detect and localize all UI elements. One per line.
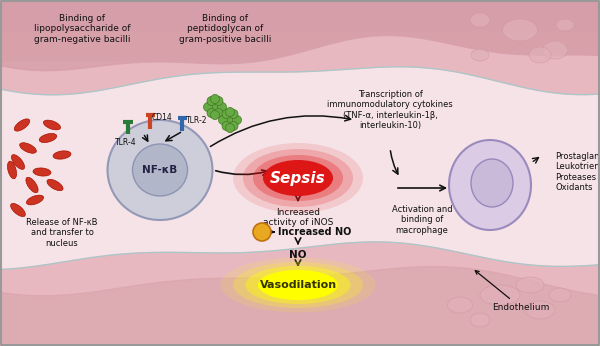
Circle shape xyxy=(226,124,235,133)
Circle shape xyxy=(218,116,227,125)
Text: TLR-2: TLR-2 xyxy=(186,116,208,125)
Ellipse shape xyxy=(53,151,71,159)
Ellipse shape xyxy=(449,140,531,230)
Text: NF-κB: NF-κB xyxy=(142,165,178,175)
Ellipse shape xyxy=(133,144,187,196)
Ellipse shape xyxy=(47,179,63,191)
Ellipse shape xyxy=(480,285,520,305)
Text: Binding of
lipopolysaccharide of
gram-negative bacilli: Binding of lipopolysaccharide of gram-ne… xyxy=(34,14,130,44)
Circle shape xyxy=(222,109,231,118)
Ellipse shape xyxy=(245,266,350,304)
Ellipse shape xyxy=(243,149,353,207)
Ellipse shape xyxy=(253,155,343,201)
Ellipse shape xyxy=(7,161,17,179)
Circle shape xyxy=(211,102,220,111)
Ellipse shape xyxy=(258,270,338,300)
Ellipse shape xyxy=(20,143,37,153)
Ellipse shape xyxy=(516,277,544,293)
Ellipse shape xyxy=(549,288,571,302)
Ellipse shape xyxy=(26,195,44,205)
Text: Binding of
peptidoglycan of
gram-positive bacilli: Binding of peptidoglycan of gram-positiv… xyxy=(179,14,271,44)
Ellipse shape xyxy=(556,19,574,31)
Text: TLR-4: TLR-4 xyxy=(115,138,137,147)
Ellipse shape xyxy=(33,168,51,176)
Ellipse shape xyxy=(11,155,25,169)
Ellipse shape xyxy=(263,160,333,196)
Circle shape xyxy=(229,121,238,130)
Circle shape xyxy=(218,102,227,111)
Ellipse shape xyxy=(525,301,555,319)
Text: Increased
activity of iNOS: Increased activity of iNOS xyxy=(263,208,333,227)
Ellipse shape xyxy=(448,297,473,313)
Ellipse shape xyxy=(471,159,513,207)
Circle shape xyxy=(233,116,241,125)
Ellipse shape xyxy=(503,19,538,41)
Ellipse shape xyxy=(233,262,363,308)
Circle shape xyxy=(214,97,223,106)
Circle shape xyxy=(203,102,212,111)
Text: Activation and
binding of
macrophage: Activation and binding of macrophage xyxy=(392,205,452,235)
Text: NO: NO xyxy=(289,250,307,260)
Ellipse shape xyxy=(14,119,30,131)
Circle shape xyxy=(207,109,216,118)
Circle shape xyxy=(226,116,235,125)
Ellipse shape xyxy=(529,47,551,63)
Ellipse shape xyxy=(107,120,212,220)
Ellipse shape xyxy=(43,120,61,130)
Ellipse shape xyxy=(471,49,489,61)
Text: Increased NO: Increased NO xyxy=(278,227,352,237)
Text: Endothelium: Endothelium xyxy=(475,271,550,312)
Text: Vasodilation: Vasodilation xyxy=(259,280,337,290)
Text: Prostaglandins
Leukotrienes
Proteases
Oxidants: Prostaglandins Leukotrienes Proteases Ox… xyxy=(555,152,600,192)
Ellipse shape xyxy=(221,257,376,312)
Circle shape xyxy=(229,109,238,118)
Circle shape xyxy=(214,109,223,118)
Text: Release of NF-κB
and transfer to
nucleus: Release of NF-κB and transfer to nucleus xyxy=(26,218,98,248)
Ellipse shape xyxy=(470,13,490,27)
Text: Sepsis: Sepsis xyxy=(270,171,326,185)
Circle shape xyxy=(222,121,231,130)
Circle shape xyxy=(253,223,271,241)
Circle shape xyxy=(211,110,220,119)
Circle shape xyxy=(207,97,216,106)
Ellipse shape xyxy=(11,203,25,217)
Circle shape xyxy=(211,94,220,103)
Text: CD14: CD14 xyxy=(152,113,173,122)
Ellipse shape xyxy=(542,41,568,59)
Circle shape xyxy=(226,108,235,117)
Ellipse shape xyxy=(233,143,363,213)
Ellipse shape xyxy=(39,134,57,143)
Text: Transcription of
immunomodulatory cytokines
(TNF-α, interleukin-1β,
interleukin-: Transcription of immunomodulatory cytoki… xyxy=(327,90,453,130)
Ellipse shape xyxy=(470,313,490,327)
Ellipse shape xyxy=(26,177,38,193)
